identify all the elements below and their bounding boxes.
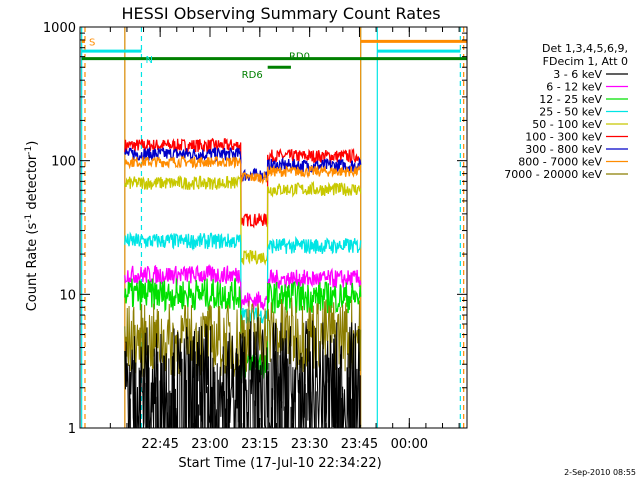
y-axis-label-part: Count Rate (s <box>25 223 40 312</box>
series-line <box>124 231 362 325</box>
y-axis-label: Count Rate (s-1 detector-1) <box>24 141 40 312</box>
legend-entry-label: 6 - 12 keV <box>546 81 602 94</box>
legend-entry-label: 12 - 25 keV <box>539 93 602 106</box>
x-tick-label: 23:45 <box>341 437 378 452</box>
legend-header-1: Det 1,3,4,5,6,9, <box>542 42 628 55</box>
y-axis-label-sup: -1 <box>24 214 34 223</box>
flag-annotation-label: RD0 <box>289 52 310 63</box>
flag-annotation-label: N <box>145 55 152 66</box>
legend-entry-label: 800 - 7000 keV <box>518 156 602 169</box>
series-line <box>124 137 362 229</box>
series-line <box>124 297 362 378</box>
footer-timestamp: 2-Sep-2010 08:55 <box>564 468 636 477</box>
series-line <box>124 175 362 266</box>
legend-entry-label: 3 - 6 keV <box>553 68 602 81</box>
legend-entry-label: 300 - 800 keV <box>525 143 602 156</box>
legend-entry-label: 50 - 100 keV <box>532 118 602 131</box>
series-line <box>124 155 362 185</box>
flag-annotation-label: RD6 <box>242 70 263 81</box>
y-axis-label-part: detector <box>25 154 40 214</box>
legend-entry-label: 25 - 50 keV <box>539 106 602 119</box>
x-axis-label: Start Time (17-Jul-10 22:34:22) <box>178 456 381 471</box>
y-axis-label-part: ) <box>25 141 40 146</box>
plot-area: S N RD6 RD0 <box>81 27 467 430</box>
legend: Det 1,3,4,5,6,9, FDecim 1, Att 0 3 - 6 k… <box>504 42 628 181</box>
x-tick-label: 23:15 <box>241 437 278 452</box>
y-tick-label: 1 <box>68 422 76 437</box>
x-tick-label: 23:00 <box>191 437 228 452</box>
legend-entry-label: 7000 - 20000 keV <box>504 168 602 181</box>
x-tick-label: 00:00 <box>391 437 428 452</box>
y-tick-label: 10 <box>59 288 76 303</box>
legend-header-2: FDecim 1, Att 0 <box>543 55 628 68</box>
chart-title: HESSI Observing Summary Count Rates <box>121 4 440 23</box>
y-tick-label: 100 <box>51 155 76 170</box>
legend-entry-label: 100 - 300 keV <box>525 131 602 144</box>
plot-frame <box>79 26 468 429</box>
y-axis-label-sup: -1 <box>24 146 34 155</box>
x-tick-label: 23:30 <box>291 437 328 452</box>
flag-annotation-label: S <box>89 37 95 48</box>
x-tick-label: 22:45 <box>141 437 178 452</box>
series-line <box>124 147 362 182</box>
y-tick-label: 1000 <box>43 21 76 36</box>
axes: 1 10 100 1000 22:45 23:00 23:15 23:30 23:45 00:00 <box>43 21 468 452</box>
